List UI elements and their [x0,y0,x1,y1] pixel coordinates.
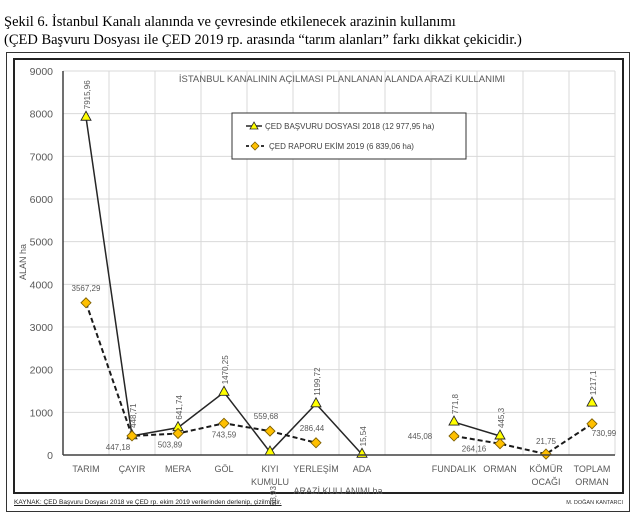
chart-title: İSTANBUL KANALININ AÇILMASI PLANLANAN AL… [179,74,505,85]
y-tick-label: 5000 [30,237,54,249]
series-2-diamond-marker [218,417,230,429]
x-category-label: ÇAYIR [119,464,146,474]
legend-label-series-2: ÇED RAPORU EKİM 2019 (6 839,06 ha) [269,142,414,151]
x-category-label: MERA [165,464,191,474]
x-category-label: YERLEŞİM [293,464,339,474]
x-category-label: KIYI [261,464,278,474]
series-1-data-label: 448,71 [129,403,138,428]
x-category-label: ORMAN [575,477,609,487]
x-axis-title: ARAZİ KULLANIMI ha [293,486,382,496]
series-1-data-label: 1470,25 [221,355,230,384]
x-category-label: GÖL [214,464,233,474]
y-tick-label: 0 [47,450,53,462]
author-credit: M. DOĞAN KANTARCI [566,500,623,506]
x-category-label: ADA [353,464,372,474]
x-category-label: TARIM [72,464,99,474]
legend-triangle-marker-icon [249,121,259,130]
legend-box [231,112,467,160]
legend-label-series-1: ÇED BAŞVURU DOSYASI 2018 (12 977,95 ha) [265,122,435,131]
data-labels: 7915,96 448,71 641,74 1470,25 68,93 1199,72 15… [72,80,617,506]
figure-caption-line-2: (ÇED Başvuru Dosyası ile ÇED 2019 rp. ar… [4,32,522,48]
series-1-triangle-marker [310,396,322,408]
series-1-triangle-marker [586,396,598,407]
series-2-diamond-marker [540,448,552,460]
y-tick-label: 6000 [30,194,54,206]
series-2-data-label: 445,08 [408,432,433,441]
figure-caption-line-1: Şekil 6. İstanbul Kanalı alanında ve çev… [4,14,456,30]
series-1-line [85,117,363,455]
y-tick-label: 1000 [30,407,54,419]
series-2-data-label: 264,16 [462,445,487,454]
series-2-diamond-marker [172,427,184,440]
series-1-data-label: 68,93 [269,486,278,507]
series-1-line [453,421,501,437]
x-category-label: OCAĞI [531,477,560,487]
source-note: KAYNAK: ÇED Başvuru Dosyası 2018 ve ÇED … [14,499,282,506]
series-1-data-label: 1199,72 [313,367,322,396]
series-layer [80,110,598,460]
series-2-data-label: 730,99 [592,429,617,438]
x-category-label: ORMAN [483,464,517,474]
y-axis-ticks: 0 1000 2000 3000 4000 5000 6000 7000 8000 9000 [30,66,54,462]
x-axis-categories: TARIM ÇAYIR MERA GÖL KIYI KUMULU YERLEŞİM ADA FU… [72,464,610,487]
series-2-data-label: 21,75 [536,437,557,446]
series-1-data-label: 15,54 [359,426,368,447]
y-tick-label: 4000 [30,279,54,291]
series-2-line [85,302,317,444]
y-axis-title: ALAN ha [18,244,28,280]
x-category-label: TOPLAM [574,464,611,474]
series-2-line [453,422,593,456]
series-1-triangle-marker [448,415,460,426]
x-category-label: FUNDALIK [432,464,477,474]
chart-inner-frame [13,58,624,494]
series-1-data-label: 7915,96 [83,80,92,109]
x-category-label: KÖMÜR [529,464,563,474]
y-tick-label: 3000 [30,322,54,334]
series-2-data-label: 286,44 [300,424,325,433]
series-2-data-label: 447,18 [106,443,131,452]
series-2-diamond-marker [494,438,506,450]
series-2-diamond-marker [448,430,460,442]
series-1-data-label: 641,74 [175,395,184,420]
series-2-diamond-marker [586,418,598,430]
series-1-triangle-marker [80,110,92,121]
y-tick-label: 9000 [30,66,54,78]
series-2-diamond-marker [310,437,322,449]
series-1-data-label: 445,3 [497,407,506,428]
chart-outer-frame [6,52,630,512]
series-2-data-label: 503,89 [158,441,183,450]
x-category-label: KUMULU [251,477,289,487]
series-2-diamond-marker [264,425,276,437]
series-2-data-label: 743,59 [212,430,237,439]
legend-diamond-marker-icon [250,141,260,151]
legend: ÇED BAŞVURU DOSYASI 2018 (12 977,95 ha) … [231,112,467,160]
series-1-data-label: 1217,1 [589,370,598,395]
series-2-data-label: 3567,29 [72,284,101,293]
series-2-data-label: 559,68 [254,412,279,421]
series-1-data-label: 771,8 [451,393,460,414]
y-tick-label: 7000 [30,151,54,163]
series-1-triangle-marker [218,385,230,396]
y-tick-label: 8000 [30,109,54,121]
series-2-diamond-marker [80,297,92,309]
series-2-diamond-marker [126,430,138,442]
y-tick-label: 2000 [30,365,54,377]
